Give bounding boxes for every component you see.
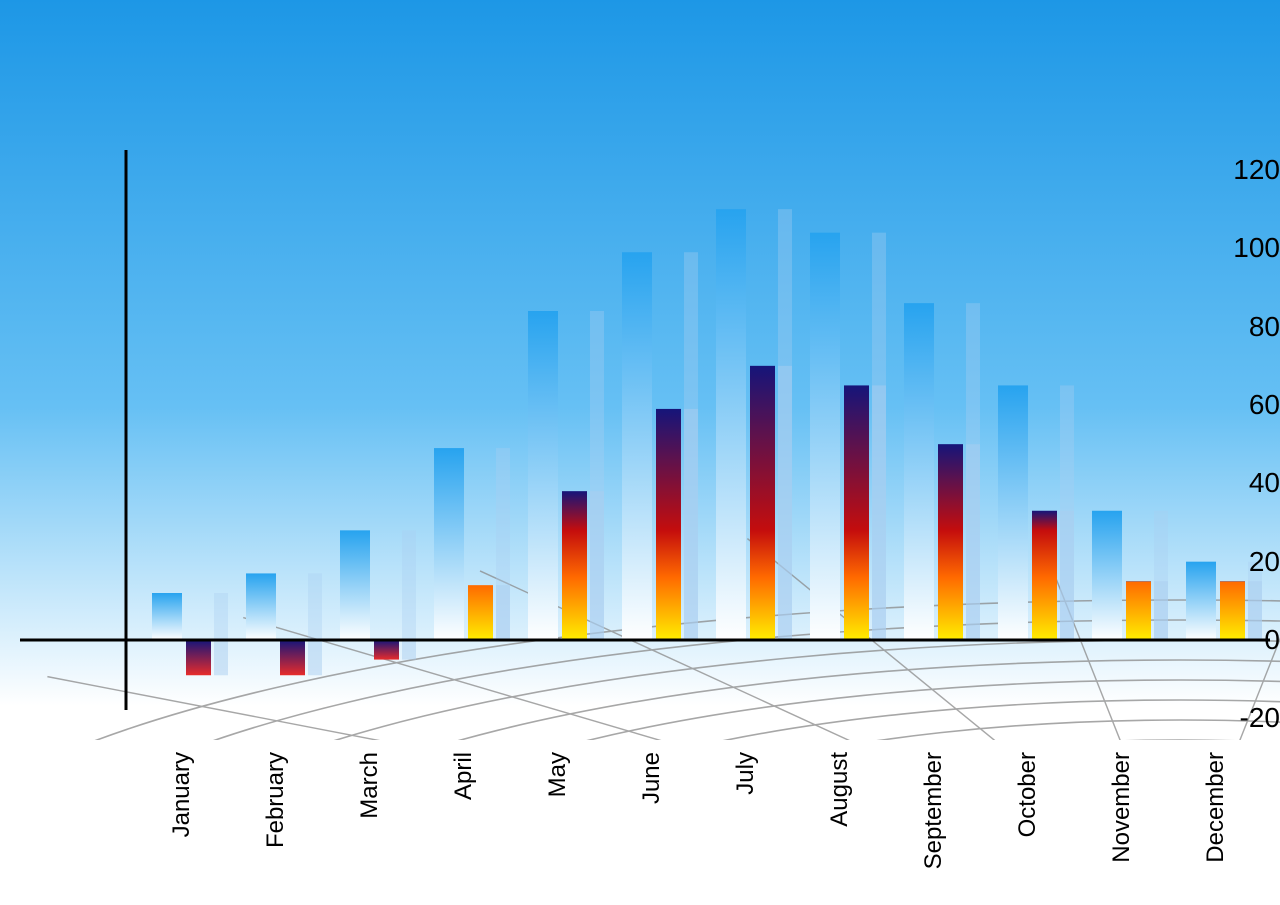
x-axis-label: May	[544, 752, 572, 797]
x-axis-label: June	[638, 752, 666, 804]
x-axis-label: February	[262, 752, 290, 848]
y-tick-label: -20	[1168, 702, 1280, 734]
y-tick-label: 60	[1168, 389, 1280, 421]
x-axis-label: March	[356, 752, 384, 819]
x-axis-label: December	[1202, 752, 1230, 863]
x-axis-label: July	[732, 752, 760, 795]
x-axis-label: January	[168, 752, 196, 837]
y-tick-label: 20	[1168, 546, 1280, 578]
x-axis-label: October	[1014, 752, 1042, 837]
y-tick-label: 100	[1168, 232, 1280, 264]
y-tick-label: 0	[1168, 624, 1280, 656]
y-tick-label: 80	[1168, 311, 1280, 343]
x-axis-label: November	[1108, 752, 1136, 863]
y-tick-label: 120	[1168, 154, 1280, 186]
x-axis-label: April	[450, 752, 478, 800]
chart-container: -20 0 20 40 60 80 100 120 January February March A…	[0, 0, 1280, 905]
y-tick-label: 40	[1168, 467, 1280, 499]
x-axis-label: August	[826, 752, 854, 827]
x-axis-label: September	[920, 752, 948, 869]
